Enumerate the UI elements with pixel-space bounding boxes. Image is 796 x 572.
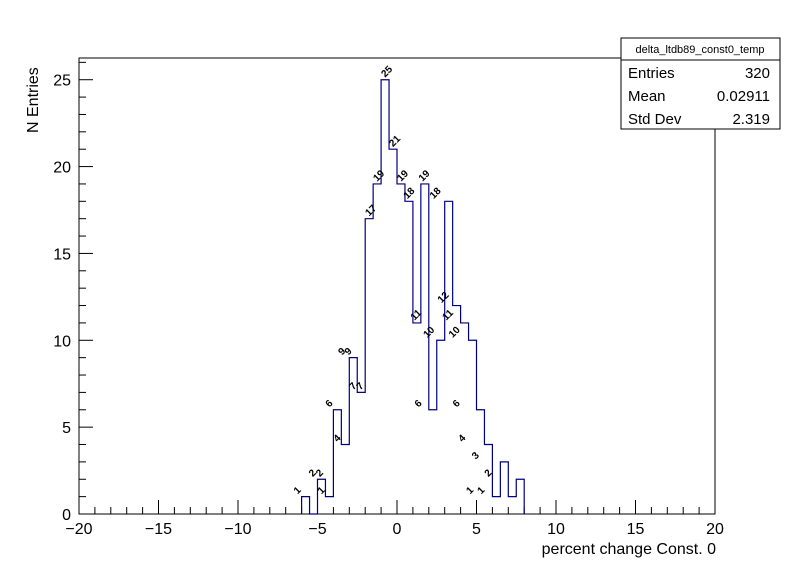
stats-stddev-label: Std Dev bbox=[628, 111, 682, 128]
histogram-bin bbox=[381, 80, 389, 514]
x-tick-label: −15 bbox=[145, 521, 172, 538]
stats-stddev-value: 2.319 bbox=[732, 111, 770, 128]
histogram-bin bbox=[413, 323, 421, 514]
x-tick-label: 10 bbox=[547, 521, 565, 538]
histogram-bin bbox=[437, 340, 445, 514]
bin-value-label: 1 bbox=[464, 485, 476, 497]
bin-value-label: 1 bbox=[292, 485, 304, 497]
plot-frame bbox=[78, 57, 716, 515]
y-tick-label: 25 bbox=[53, 73, 71, 90]
bin-value-label: 6 bbox=[413, 398, 425, 410]
histogram-bin bbox=[341, 445, 349, 514]
axis-tick-labels: −20 −15 −10 −5 0 5 10 15 20 0 5 10 15 20 25 bbox=[53, 73, 724, 538]
stats-box-title: delta_ltdb89_const0_temp bbox=[635, 44, 764, 56]
histogram-bin bbox=[484, 445, 492, 514]
histogram-bin bbox=[325, 497, 333, 514]
bin-value-labels: 1221649977171925211918111961018121110641… bbox=[292, 64, 495, 497]
bin-value-label: 6 bbox=[324, 398, 336, 410]
axis-ticks bbox=[78, 61, 716, 515]
y-tick-label: 10 bbox=[53, 333, 71, 350]
stats-box-frame bbox=[620, 37, 781, 130]
y-tick-label: 0 bbox=[62, 507, 71, 524]
bin-value-label: 11 bbox=[409, 307, 425, 323]
x-axis-title: percent change Const. 0 bbox=[542, 541, 716, 558]
histogram-bin bbox=[405, 201, 413, 514]
histogram-bin bbox=[492, 497, 500, 514]
bin-value-label: 17 bbox=[364, 203, 380, 219]
bin-value-label: 3 bbox=[470, 450, 482, 462]
bin-value-label: 10 bbox=[422, 324, 438, 340]
histogram-bin bbox=[445, 201, 453, 514]
histogram-bin bbox=[516, 479, 524, 514]
x-tick-label: −20 bbox=[65, 521, 92, 538]
x-tick-label: 5 bbox=[472, 521, 481, 538]
histogram-bin bbox=[397, 184, 405, 514]
bin-value-label: 10 bbox=[447, 324, 463, 340]
histogram-bin bbox=[365, 219, 373, 514]
bin-value-label: 18 bbox=[428, 185, 444, 201]
histogram-bin bbox=[318, 479, 326, 514]
x-tick-label: −10 bbox=[224, 521, 251, 538]
bin-value-label: 1 bbox=[476, 485, 488, 497]
y-axis-title: N Entries bbox=[25, 67, 42, 133]
histogram-bin bbox=[500, 462, 508, 514]
bin-value-label: 12 bbox=[436, 290, 452, 306]
stats-entries-value: 320 bbox=[745, 65, 770, 82]
x-tick-label: 0 bbox=[393, 521, 402, 538]
bin-value-label: 25 bbox=[379, 64, 395, 80]
bin-value-label: 6 bbox=[451, 398, 463, 410]
bin-value-label: 18 bbox=[402, 185, 418, 201]
histogram-bin bbox=[333, 410, 341, 514]
histogram-bin bbox=[373, 184, 381, 514]
y-tick-label: 15 bbox=[53, 246, 71, 263]
x-tick-label: 15 bbox=[627, 521, 645, 538]
bin-value-label: 21 bbox=[387, 133, 403, 149]
x-tick-label: −5 bbox=[308, 521, 326, 538]
stats-entries-label: Entries bbox=[628, 65, 675, 82]
histogram-bin bbox=[389, 149, 397, 514]
y-tick-label: 5 bbox=[62, 420, 71, 437]
bin-value-label: 19 bbox=[395, 168, 411, 184]
bin-value-label: 19 bbox=[417, 168, 433, 184]
y-tick-label: 20 bbox=[53, 160, 71, 177]
stats-box: delta_ltdb89_const0_temp Entries 320 Mea… bbox=[620, 37, 781, 130]
bin-value-label: 19 bbox=[371, 168, 387, 184]
histogram-bin bbox=[421, 184, 429, 514]
bin-value-label: 4 bbox=[457, 433, 469, 445]
histogram-bin bbox=[357, 392, 365, 514]
histogram-bin bbox=[302, 497, 310, 514]
x-tick-label: 20 bbox=[706, 521, 724, 538]
stats-mean-value: 0.02911 bbox=[717, 88, 770, 105]
histogram-bin bbox=[429, 410, 437, 514]
bin-value-label: 11 bbox=[441, 307, 457, 323]
histogram-bin bbox=[508, 497, 516, 514]
stats-mean-label: Mean bbox=[628, 88, 666, 105]
histogram-outline bbox=[301, 79, 525, 515]
